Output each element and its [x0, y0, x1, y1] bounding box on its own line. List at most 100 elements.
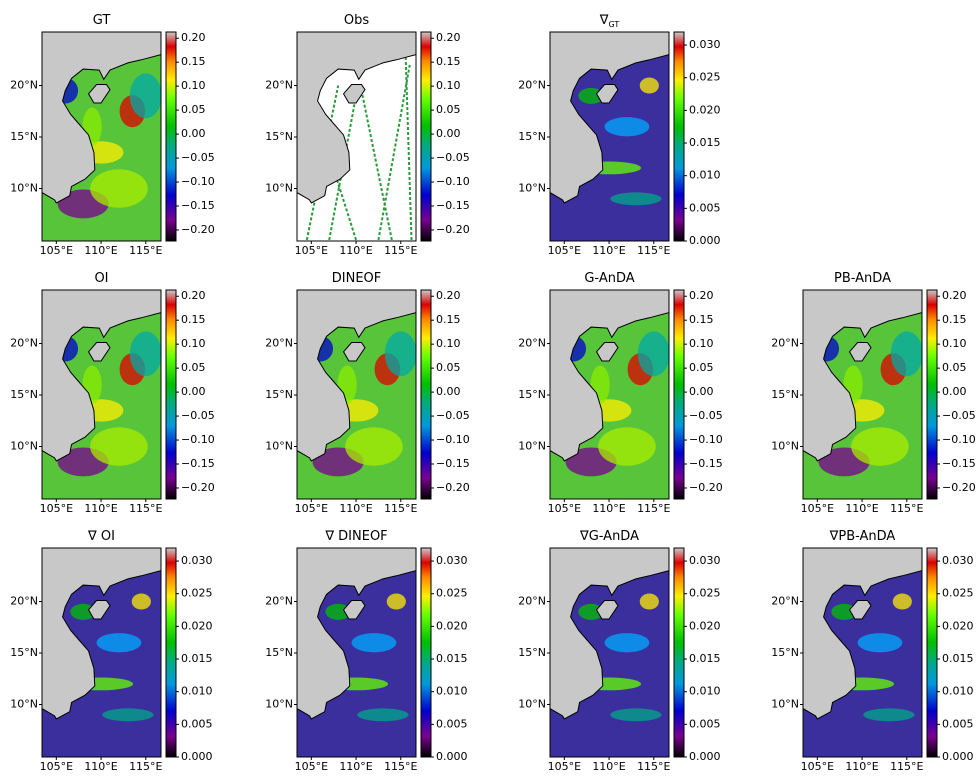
colorbar-tick-label: −0.10 — [181, 433, 215, 446]
y-tick-label: 15°N — [518, 130, 546, 143]
colorbar — [420, 547, 432, 758]
colorbar-tick-label: 0.025 — [689, 587, 721, 600]
field-blob — [129, 331, 161, 377]
field-blob — [351, 633, 397, 653]
colorbar-tick-label: 0.000 — [689, 234, 721, 247]
colorbar-tick-label: 0.20 — [181, 289, 206, 302]
field-blob — [129, 73, 161, 119]
colorbar-tick-label: 0.030 — [689, 38, 721, 51]
colorbar-tick-label: 0.00 — [689, 385, 714, 398]
colorbar-tick-label: −0.10 — [181, 175, 215, 188]
x-tick-label: 115°E — [384, 502, 417, 515]
colorbar-tick-label: 0.20 — [942, 289, 967, 302]
map-field — [803, 548, 922, 757]
y-tick-label: 15°N — [10, 388, 38, 401]
y-tick-label: 20°N — [10, 79, 38, 92]
x-tick-label: 110°E — [339, 760, 372, 772]
title-text: GT — [93, 13, 111, 28]
y-tick-label: 15°N — [518, 388, 546, 401]
colorbar-tick-label: −0.15 — [689, 457, 723, 470]
colorbar — [673, 547, 685, 758]
field-blob — [102, 708, 154, 722]
colorbar-tick-label: −0.15 — [942, 457, 976, 470]
colorbar-tick-label: 0.05 — [181, 103, 206, 116]
x-tick-label: 105°E — [295, 760, 328, 772]
title-text: G-AnDA — [584, 271, 634, 286]
colorbar-tick-label: 0.05 — [181, 361, 206, 374]
field-blob — [610, 192, 662, 206]
colorbar — [165, 289, 177, 500]
field-blob — [96, 633, 142, 653]
field-blob — [90, 427, 148, 466]
colorbar-tick-label: 0.020 — [689, 103, 721, 116]
colorbar-tick-label: 0.020 — [181, 619, 213, 632]
map-field — [550, 290, 669, 499]
land — [803, 290, 922, 462]
y-tick-label: 15°N — [265, 130, 293, 143]
panel-title: ∇GT — [599, 13, 620, 29]
y-tick-label: 10°N — [10, 181, 38, 194]
colorbar-tick-label: 0.00 — [942, 385, 967, 398]
colorbar-tick-label: 0.20 — [181, 31, 206, 44]
colorbar-tick-label: −0.20 — [942, 481, 976, 494]
colorbar-tick-label: 0.030 — [181, 554, 213, 567]
x-tick-label: 115°E — [129, 502, 162, 515]
y-tick-label: 15°N — [518, 646, 546, 659]
obs-track — [328, 95, 358, 241]
x-tick-label: 110°E — [339, 244, 372, 257]
x-tick-label: 115°E — [129, 760, 162, 772]
colorbar-tick-label: 0.025 — [181, 587, 213, 600]
colorbar-tick-label: −0.20 — [436, 223, 470, 236]
field-blob — [851, 427, 909, 466]
field-blob — [639, 593, 659, 610]
colorbar-tick-label: 0.025 — [689, 71, 721, 84]
map-field — [297, 290, 416, 499]
x-tick-label: 115°E — [890, 760, 923, 772]
colorbar — [165, 31, 177, 242]
x-tick-label: 110°E — [84, 502, 117, 515]
colorbar-tick-label: −0.15 — [181, 199, 215, 212]
title-text: PB-AnDA — [834, 271, 891, 286]
panel-title: OI — [94, 271, 108, 286]
land — [297, 290, 416, 462]
colorbar — [673, 289, 685, 500]
x-tick-label: 115°E — [637, 760, 670, 772]
colorbar-tick-label: 0.20 — [436, 31, 461, 44]
x-tick-label: 115°E — [129, 244, 162, 257]
y-tick-label: 15°N — [265, 646, 293, 659]
panel-title: ∇PB-AnDA — [829, 529, 896, 544]
colorbar-tick-label: 0.020 — [689, 619, 721, 632]
colorbar-tick-label: 0.010 — [942, 685, 974, 698]
y-tick-label: 10°N — [265, 439, 293, 452]
x-tick-label: 105°E — [801, 760, 834, 772]
field-blob — [131, 593, 151, 610]
land — [550, 548, 669, 720]
colorbar-tick-label: −0.05 — [689, 409, 723, 422]
title-text: DINEOF — [332, 271, 382, 286]
y-tick-label: 10°N — [518, 697, 546, 710]
colorbar-tick-label: 0.010 — [181, 685, 213, 698]
colorbar-tick-label: 0.030 — [689, 554, 721, 567]
colorbar-tick-label: 0.10 — [689, 337, 714, 350]
colorbar-tick-label: 0.20 — [436, 289, 461, 302]
panel-title: PB-AnDA — [834, 271, 891, 286]
x-tick-label: 110°E — [592, 244, 625, 257]
map-panel: DINEOF 105°E 110°E 115°E 10°N 15°N 20°N 0.20 0.1… — [265, 271, 469, 516]
colorbar-tick-label: −0.10 — [689, 433, 723, 446]
y-tick-label: 10°N — [10, 439, 38, 452]
colorbar-tick-label: −0.10 — [436, 175, 470, 188]
y-tick-label: 10°N — [265, 697, 293, 710]
colorbar-tick-label: 0.10 — [181, 79, 206, 92]
title-text: ∇ — [599, 13, 609, 28]
colorbar-tick-label: 0.030 — [436, 554, 468, 567]
panel-title: DINEOF — [332, 271, 382, 286]
panel-title: Obs — [344, 13, 369, 28]
x-tick-label: 105°E — [40, 502, 73, 515]
colorbar-tick-label: 0.005 — [181, 717, 213, 730]
colorbar-tick-label: −0.05 — [942, 409, 976, 422]
map-panel: Obs 105°E 110°E 115°E 10°N 15°N 20°N 0.20 0.15 0.… — [265, 13, 469, 258]
colorbar-tick-label: −0.15 — [181, 457, 215, 470]
island — [342, 84, 366, 104]
colorbar-tick-label: 0.015 — [181, 652, 213, 665]
colorbar-tick-label: 0.00 — [436, 385, 461, 398]
